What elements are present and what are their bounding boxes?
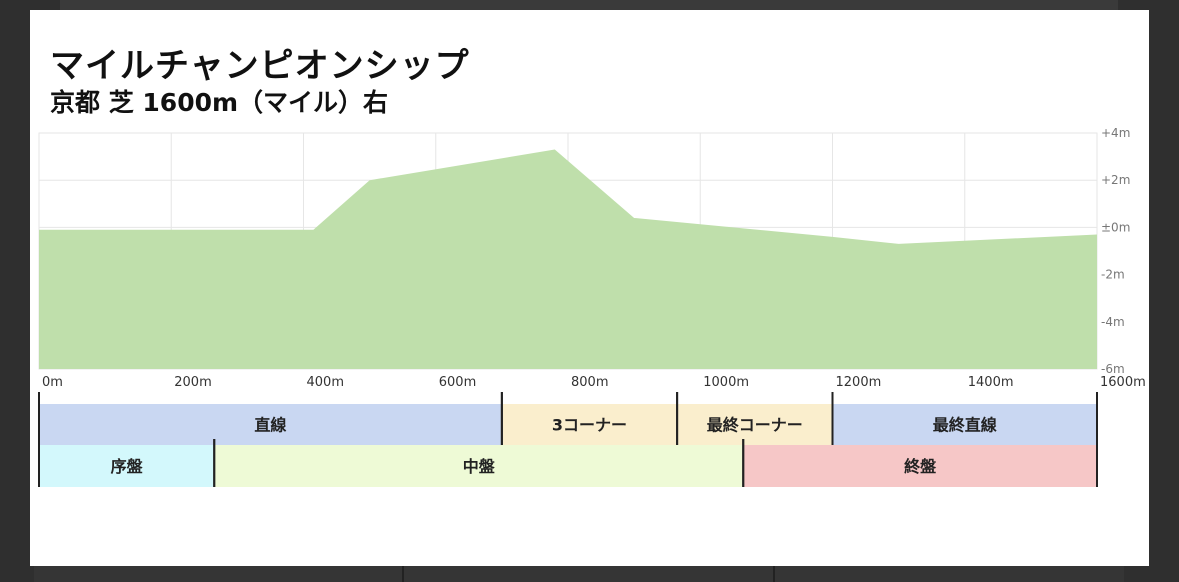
y-tick-label: +2m — [1101, 173, 1130, 187]
x-tick-label: 600m — [439, 375, 476, 390]
x-tick-label: 1000m — [703, 375, 749, 390]
race-phase-band — [214, 445, 744, 487]
background-divider — [773, 566, 775, 582]
y-tick-label: +4m — [1101, 126, 1130, 140]
course-section-band — [832, 404, 1097, 445]
background-window-bottom — [34, 566, 1124, 582]
race-phase-label: 中盤 — [463, 457, 496, 476]
y-tick-label: -2m — [1101, 268, 1125, 282]
elevation-chart: +4m +2m ±0m -2m -4m -6m 0m 200m 400m 600m 800m 1000… — [38, 126, 1146, 487]
y-tick-label: -6m — [1101, 362, 1125, 376]
x-tick-label: 1200m — [836, 375, 882, 390]
elevation-area — [39, 149, 1097, 369]
y-tick-label: ±0m — [1101, 220, 1130, 234]
x-tick-label: 0m — [42, 375, 63, 390]
x-tick-label: 200m — [174, 375, 211, 390]
course-section-band — [39, 404, 502, 445]
course-section-band — [501, 404, 678, 445]
x-tick-label: 800m — [571, 375, 608, 390]
course-section-label: 最終直線 — [933, 416, 997, 435]
course-profile-card: マイルチャンピオンシップ 京都 芝 1600m（マイル）右 +4m +2m ±0m -… — [30, 10, 1149, 566]
course-section-label: 3コーナー — [552, 416, 627, 435]
x-tick-label: 1600m — [1100, 375, 1146, 390]
race-title: マイルチャンピオンシップ — [50, 46, 470, 86]
background-window-edge — [60, 0, 1118, 10]
race-phase-band — [743, 445, 1097, 487]
course-section-band — [677, 404, 833, 445]
race-phase-label: 序盤 — [111, 457, 144, 476]
x-tick-label: 400m — [307, 375, 344, 390]
course-section-label: 直線 — [254, 416, 286, 435]
race-phase-band — [39, 445, 215, 487]
x-tick-label: 1400m — [968, 375, 1014, 390]
race-phase-label: 終盤 — [904, 457, 937, 476]
background-divider — [402, 566, 404, 582]
course-section-label: 最終コーナー — [707, 416, 803, 435]
course-subtitle: 京都 芝 1600m（マイル）右 — [50, 88, 389, 117]
y-tick-label: -4m — [1101, 315, 1125, 329]
